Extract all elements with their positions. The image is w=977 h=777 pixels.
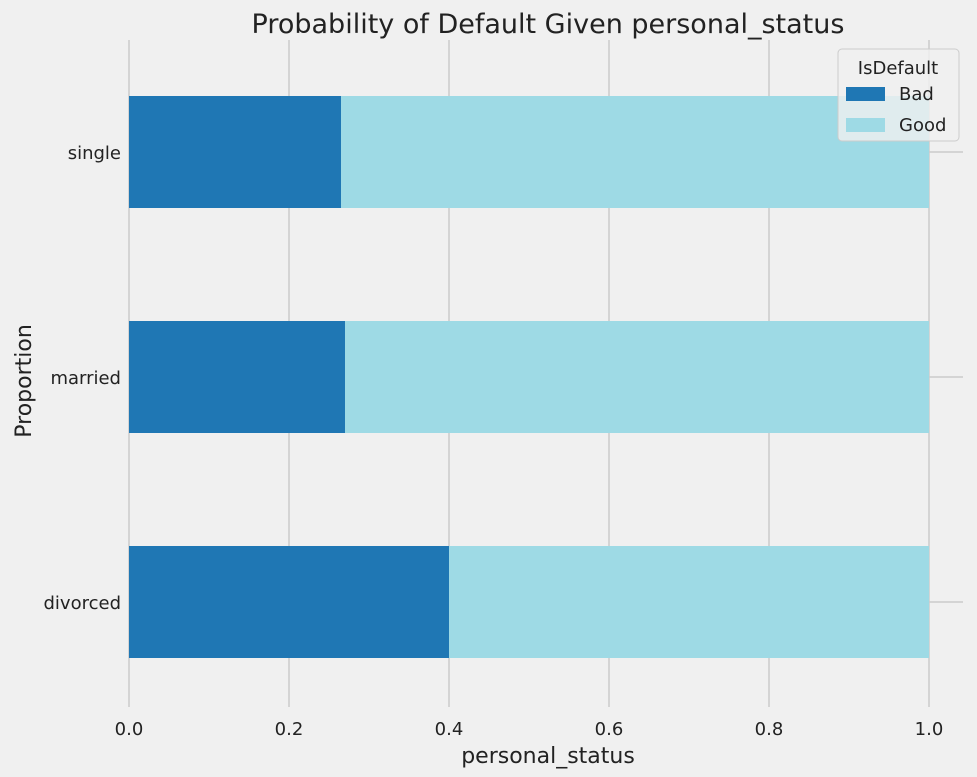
bar-good-single [341,96,929,208]
x-tick-labels: 0.0 0.2 0.4 0.6 0.8 1.0 [115,719,944,740]
bars [129,96,929,658]
y-tick-label-single: single [68,143,121,164]
bar-bad-single [129,96,341,208]
legend-swatch-bad [846,87,885,101]
x-tick-label: 0.2 [275,719,304,740]
x-tick-label: 0.8 [755,719,784,740]
x-tick-label: 0.4 [435,719,464,740]
legend-label-bad: Bad [899,84,934,105]
chart-title: Probability of Default Given personal_st… [252,9,845,40]
y-axis-label: Proportion [12,324,37,438]
bar-bad-divorced [129,546,449,658]
legend-swatch-good [846,118,885,132]
x-tick-label: 0.6 [595,719,624,740]
y-tick-label-married: married [50,368,121,389]
legend-title: IsDefault [858,58,938,79]
bar-good-divorced [449,546,929,658]
legend: IsDefault Bad Good [837,48,960,142]
legend-items: Bad Good [846,84,946,136]
y-tick-label-divorced: divorced [44,593,122,614]
x-tick-label: 1.0 [915,719,944,740]
y-tick-labels: divorced married single [44,143,122,614]
legend-label-good: Good [899,115,946,136]
x-axis-label: personal_status [461,744,635,769]
x-tick-label: 0.0 [115,719,144,740]
bar-good-married [345,321,929,433]
bar-bad-married [129,321,345,433]
